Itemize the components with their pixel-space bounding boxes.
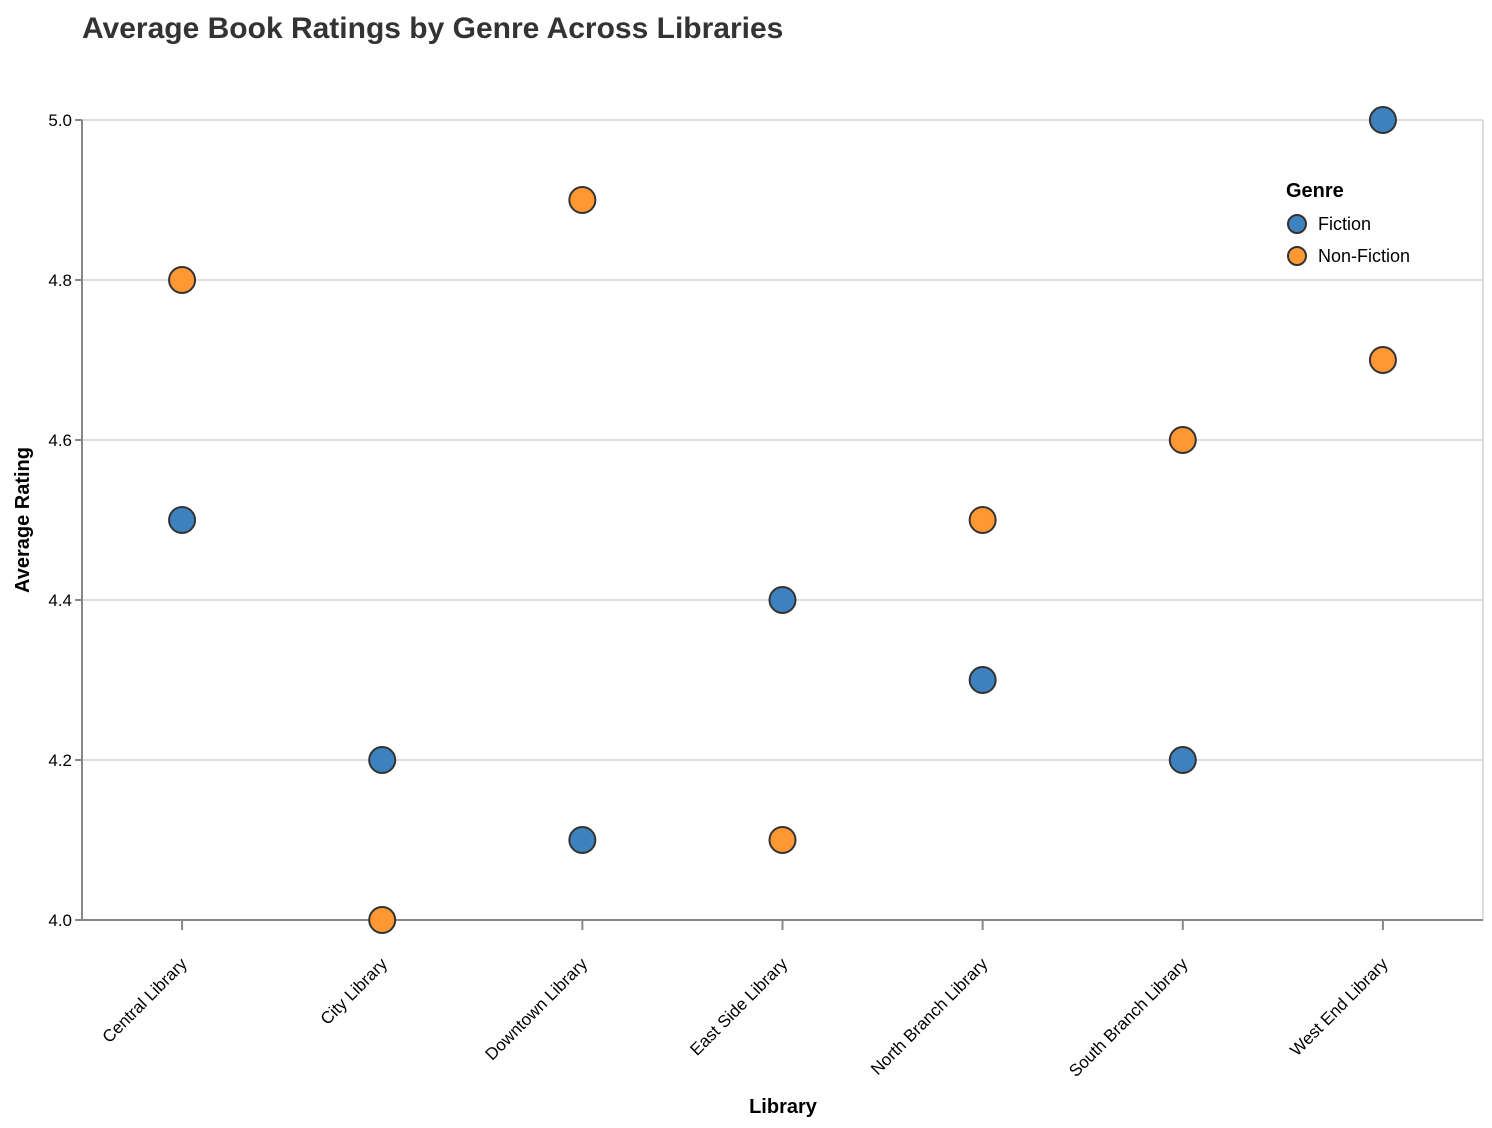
data-point-fiction xyxy=(1168,746,1197,774)
data-point-fiction xyxy=(168,506,197,534)
data-point-non-fiction xyxy=(168,266,197,294)
legend-symbol xyxy=(1287,214,1307,234)
legend-label: Non-Fiction xyxy=(1318,246,1410,266)
x-tick-label: Central Library xyxy=(99,954,192,1047)
axes: 4.0 4.2 4.4 4.6 4.8 5.0 Central Library City Li… xyxy=(48,111,1483,1081)
x-tick-label: North Branch Library xyxy=(867,954,992,1079)
x-tick-label: City Library xyxy=(317,954,392,1029)
legend-label: Fiction xyxy=(1318,214,1371,234)
y-tick-label: 4.2 xyxy=(48,751,72,770)
x-tick-label: Downtown Library xyxy=(482,954,592,1064)
x-tick-label: East Side Library xyxy=(686,954,791,1059)
data-point-non-fiction xyxy=(968,506,997,534)
x-axis-title: Library xyxy=(749,1096,818,1118)
data-point-fiction xyxy=(968,666,997,694)
data-point-fiction xyxy=(368,746,397,774)
data-point-non-fiction xyxy=(568,186,597,214)
x-tick-label: South Branch Library xyxy=(1065,954,1192,1081)
chart-title: Average Book Ratings by Genre Across Lib… xyxy=(82,12,783,45)
gridlines xyxy=(82,119,1484,921)
x-tick-label: West End Library xyxy=(1286,954,1392,1060)
y-tick-label: 5.0 xyxy=(48,111,72,130)
data-points xyxy=(168,106,1397,934)
data-point-fiction xyxy=(568,826,597,854)
y-tick-label: 4.6 xyxy=(48,431,72,450)
data-point-non-fiction xyxy=(768,826,797,854)
y-tick-label: 4.0 xyxy=(48,911,72,930)
data-point-fiction xyxy=(768,586,797,614)
legend-symbol xyxy=(1287,246,1307,266)
data-point-non-fiction xyxy=(368,906,397,934)
data-point-non-fiction xyxy=(1368,346,1397,374)
data-point-fiction xyxy=(1368,106,1397,134)
y-tick-label: 4.8 xyxy=(48,271,72,290)
legend-title: Genre xyxy=(1286,180,1344,202)
y-axis-title: Average Rating xyxy=(12,447,34,593)
legend: Genre Fiction Non-Fiction xyxy=(1286,180,1410,266)
data-point-non-fiction xyxy=(1168,426,1197,454)
y-tick-label: 4.4 xyxy=(48,591,72,610)
